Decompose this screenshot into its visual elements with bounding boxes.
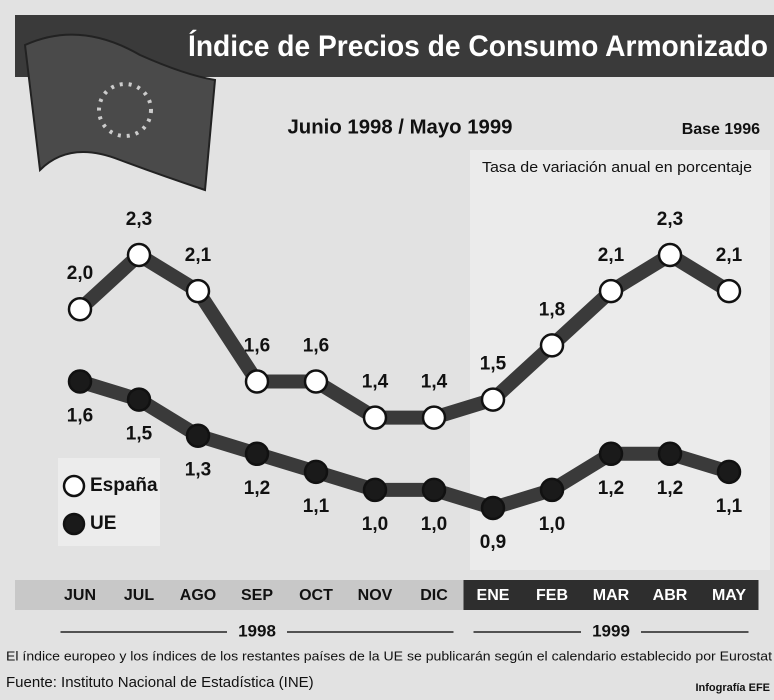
value-label: 1,6 xyxy=(244,336,270,357)
source: Fuente: Instituto Nacional de Estadístic… xyxy=(6,674,314,691)
marker xyxy=(541,479,563,501)
year-label: 1998 xyxy=(238,621,276,640)
value-label: 1,6 xyxy=(67,406,93,427)
legend-marker xyxy=(64,476,84,496)
marker xyxy=(600,443,622,465)
marker xyxy=(482,389,504,411)
legend-label: España xyxy=(90,475,158,496)
marker xyxy=(659,244,681,266)
value-label: 2,1 xyxy=(716,245,743,266)
x-tick-label: AGO xyxy=(180,587,216,604)
y-label: Tasa de variación anual en porcentaje xyxy=(482,159,752,176)
footnote: El índice europeo y los índices de los r… xyxy=(6,648,772,663)
value-label: 1,1 xyxy=(303,496,330,517)
marker xyxy=(187,425,209,447)
value-label: 1,0 xyxy=(362,514,388,535)
value-label: 1,6 xyxy=(303,336,329,357)
value-label: 2,3 xyxy=(657,209,683,230)
value-label: 1,5 xyxy=(480,354,507,375)
value-label: 1,5 xyxy=(126,424,153,445)
marker xyxy=(541,334,563,356)
x-tick-label: SEP xyxy=(241,587,273,604)
value-label: 1,4 xyxy=(362,372,389,393)
value-label: 0,9 xyxy=(480,532,506,553)
marker xyxy=(659,443,681,465)
marker xyxy=(128,389,150,411)
value-label: 1,1 xyxy=(716,496,743,517)
value-label: 1,3 xyxy=(185,460,211,481)
marker xyxy=(423,407,445,429)
credit: Infografía EFE xyxy=(695,682,770,694)
x-tick-label: JUL xyxy=(124,587,154,604)
chart-title: Índice de Precios de Consumo Armonizado xyxy=(188,29,768,63)
x-tick-label: FEB xyxy=(536,587,568,604)
value-label: 2,1 xyxy=(598,245,625,266)
x-tick-label: ENE xyxy=(477,587,510,604)
marker xyxy=(364,407,386,429)
value-label: 2,3 xyxy=(126,209,152,230)
x-tick-label: DIC xyxy=(420,587,448,604)
x-tick-label: MAR xyxy=(593,587,630,604)
marker xyxy=(718,280,740,302)
value-label: 2,0 xyxy=(67,263,93,284)
value-label: 1,4 xyxy=(421,372,448,393)
value-label: 1,2 xyxy=(244,478,270,499)
marker xyxy=(600,280,622,302)
legend-label: UE xyxy=(90,513,116,534)
marker xyxy=(69,298,91,320)
marker xyxy=(305,371,327,393)
value-label: 1,2 xyxy=(598,478,624,499)
value-label: 2,1 xyxy=(185,245,212,266)
value-label: 1,2 xyxy=(657,478,683,499)
marker xyxy=(364,479,386,501)
x-tick-label: OCT xyxy=(299,587,333,604)
x-tick-label: ABR xyxy=(653,587,688,604)
marker xyxy=(187,280,209,302)
base-note: Base 1996 xyxy=(682,121,760,138)
marker xyxy=(423,479,445,501)
value-label: 1,0 xyxy=(421,514,447,535)
page: Índice de Precios de Consumo Armonizado … xyxy=(0,0,774,700)
chart: Índice de Precios de Consumo Armonizado … xyxy=(0,0,774,700)
marker xyxy=(305,461,327,483)
value-label: 1,0 xyxy=(539,514,565,535)
marker xyxy=(128,244,150,266)
marker xyxy=(246,443,268,465)
x-tick-label: MAY xyxy=(712,587,746,604)
year-label: 1999 xyxy=(592,621,630,640)
marker xyxy=(246,371,268,393)
x-tick-label: JUN xyxy=(64,587,96,604)
marker xyxy=(69,371,91,393)
legend-marker xyxy=(64,514,84,534)
value-label: 1,8 xyxy=(539,299,565,320)
chart-subtitle: Junio 1998 / Mayo 1999 xyxy=(288,116,513,138)
marker xyxy=(718,461,740,483)
x-tick-label: NOV xyxy=(358,587,393,604)
marker xyxy=(482,497,504,519)
